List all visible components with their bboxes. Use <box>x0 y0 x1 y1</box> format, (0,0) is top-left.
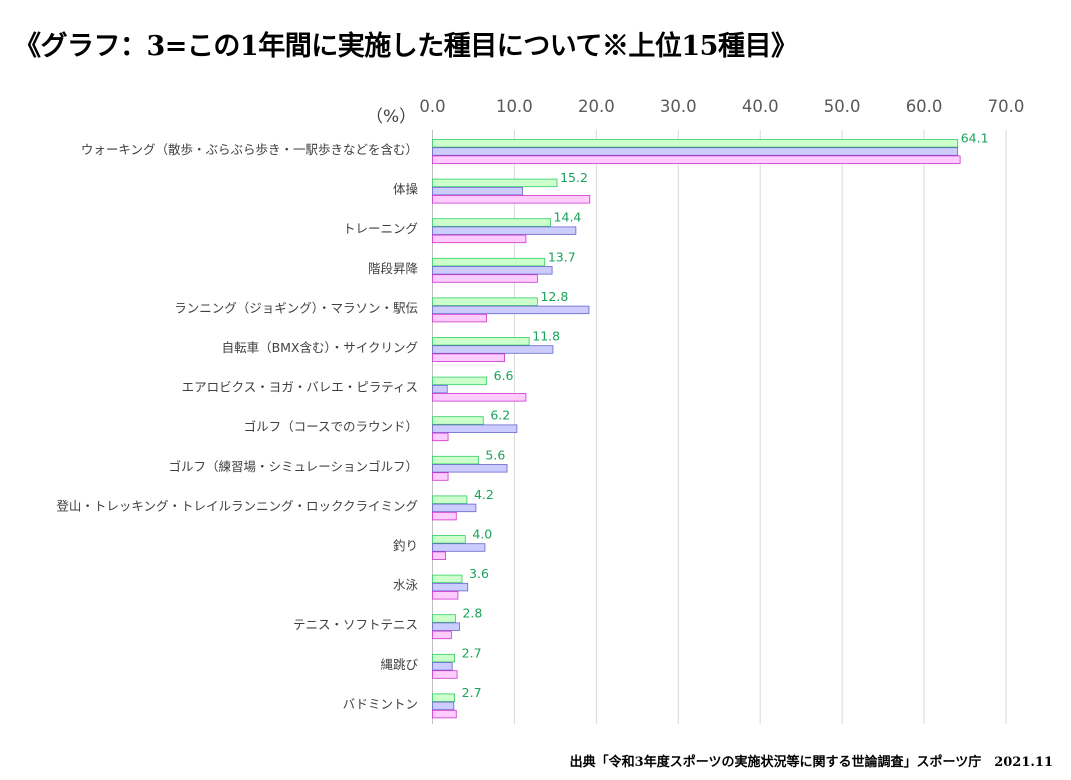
bar-male <box>432 186 524 196</box>
bar-male <box>432 464 508 473</box>
source-citation: 出典「令和3年度スポーツの実施状況等に関する世論調査」スポーツ庁 2021.11 <box>569 755 1053 770</box>
data-label: 14.4 <box>554 210 582 225</box>
bar-male <box>432 701 455 711</box>
x-tick-label: 40.0 <box>742 97 779 116</box>
bar-male <box>432 582 469 592</box>
bar-female <box>432 353 505 362</box>
bar-male <box>432 266 553 275</box>
bar-male <box>432 345 554 354</box>
bar-female <box>432 591 459 600</box>
data-label: 2.7 <box>462 645 482 660</box>
data-label: 12.8 <box>540 289 568 304</box>
data-label: 64.1 <box>961 131 989 146</box>
bar-total <box>432 614 456 623</box>
bar-male <box>432 226 577 235</box>
category-label: ゴルフ（練習場・シミュレーションゴルフ） <box>168 459 418 474</box>
data-label: 11.8 <box>532 329 560 344</box>
bar-female <box>432 432 449 442</box>
bar-female <box>432 709 457 719</box>
data-label: 5.6 <box>485 447 505 462</box>
bar-female <box>432 274 538 283</box>
data-label: 3.6 <box>469 566 489 581</box>
chart-title: 《グラフ：3=この1年間に実施した種目について※上位15種目》 <box>14 31 798 62</box>
bar-female <box>432 551 447 560</box>
category-label: 釣り <box>393 538 418 553</box>
bar-female <box>432 472 449 481</box>
bar-male <box>432 503 477 513</box>
bar-female <box>432 630 452 640</box>
bar-male <box>432 543 486 552</box>
bars <box>432 139 961 719</box>
bar-total <box>432 693 456 702</box>
axis-unit-label: （%） <box>366 107 417 127</box>
data-label: 2.7 <box>462 685 482 700</box>
x-tick-label: 30.0 <box>660 97 697 116</box>
bar-female <box>432 670 458 679</box>
data-label: 6.6 <box>494 368 514 383</box>
data-label: 15.2 <box>560 170 588 185</box>
category-label: 縄跳び <box>380 657 418 672</box>
data-label: 13.7 <box>548 249 576 264</box>
bar-total <box>432 257 546 267</box>
category-label: 登山・トレッキング・トレイルランニング・ロッククライミング <box>56 498 418 513</box>
bar-total <box>432 455 479 465</box>
bar-male <box>432 622 460 631</box>
category-label: ウォーキング（散歩・ぶらぶら歩き・一駅歩きなどを含む） <box>81 142 418 157</box>
category-label: エアロビクス・ヨガ・バレエ・ピラティス <box>182 380 418 395</box>
bar-total <box>432 297 538 306</box>
category-label: トレーニング <box>343 221 418 236</box>
bar-male <box>432 305 590 315</box>
bar-total <box>432 653 456 663</box>
category-labels: ウォーキング（散歩・ぶらぶら歩き・一駅歩きなどを含む） 体操トレーニング階段昇降ラ… <box>56 142 418 711</box>
bar-female <box>432 511 457 521</box>
category-label: 自転車（BMX含む）・サイクリング <box>222 340 418 355</box>
data-labels: 64.1 15.2 14.4 13.7 12.8 11.8 6.6 6.2 5.6 4.2 4.0 3… <box>462 131 989 700</box>
bar-total <box>432 376 487 386</box>
bar-female <box>432 313 487 323</box>
bar-total <box>432 574 463 584</box>
category-label: 水泳 <box>393 578 419 593</box>
bar-total <box>432 218 551 227</box>
x-tick-label: 10.0 <box>496 97 533 116</box>
bar-total <box>432 139 959 148</box>
bar-female <box>432 155 961 164</box>
data-label: 4.2 <box>474 487 494 502</box>
bar-female <box>432 195 591 204</box>
x-tick-label: 50.0 <box>824 97 861 116</box>
bar-total <box>432 337 530 346</box>
x-tick-label: 20.0 <box>578 97 615 116</box>
category-label: ランニング（ジョギング）・マラソン・駅伝 <box>174 300 418 315</box>
bar-total <box>432 178 558 188</box>
bar-male <box>432 424 518 433</box>
category-label: テニス・ソフトテニス <box>293 617 418 632</box>
data-label: 4.0 <box>472 527 492 542</box>
bar-total <box>432 535 466 544</box>
data-label: 6.2 <box>490 408 510 423</box>
category-label: ゴルフ（コースでのラウンド） <box>244 419 418 434</box>
bar-male <box>432 384 448 394</box>
x-tick-label: 70.0 <box>988 97 1025 116</box>
bar-total <box>432 416 484 425</box>
bar-female <box>432 234 527 244</box>
category-label: バドミントン <box>343 696 418 711</box>
bar-total <box>432 495 468 504</box>
x-tick-label: 0.0 <box>419 97 445 116</box>
data-label: 2.8 <box>462 606 482 621</box>
category-label: 体操 <box>393 182 419 197</box>
bar-male <box>432 147 959 156</box>
x-tick-label: 60.0 <box>906 97 943 116</box>
bar-male <box>432 662 453 671</box>
bar-female <box>432 393 527 402</box>
category-label: 階段昇降 <box>368 261 419 276</box>
x-tick-labels: 0.0 10.0 20.0 30.0 40.0 50.0 60.0 70.0 <box>419 97 1024 116</box>
